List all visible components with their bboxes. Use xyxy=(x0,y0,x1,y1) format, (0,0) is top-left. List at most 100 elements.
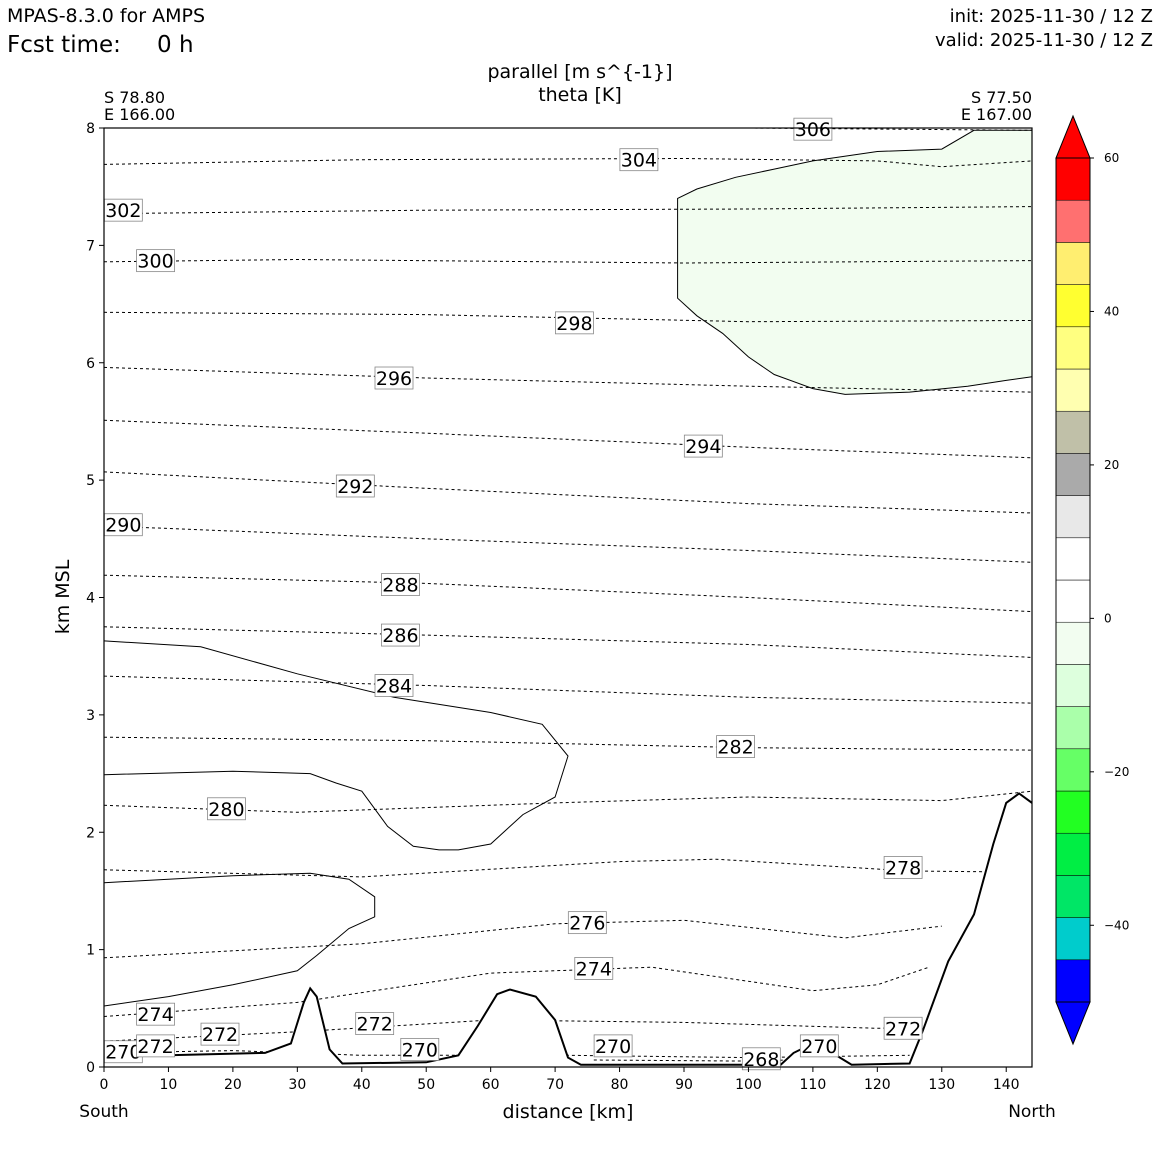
y-tick-label-0: 0 xyxy=(86,1060,95,1076)
theta-label-text: 296 xyxy=(376,368,412,390)
x-tick-label-40: 40 xyxy=(353,1077,371,1093)
theta-label-text: 288 xyxy=(382,575,418,597)
theta-contour-278 xyxy=(104,858,1032,878)
wind-fill-region-2 xyxy=(677,130,1032,395)
colorbar-bin-16 xyxy=(1055,284,1091,328)
x-axis-label: distance [km] xyxy=(503,1101,634,1123)
theta-label-280-0: 280 xyxy=(207,797,246,821)
theta-label-box xyxy=(207,797,246,821)
theta-label-text: 272 xyxy=(357,1014,393,1036)
colorbar-bin-0 xyxy=(1055,959,1091,1003)
theta-label-300-0: 300 xyxy=(136,249,175,273)
chart-title: parallel [m s^{-1}] xyxy=(487,61,672,83)
theta-contour-284 xyxy=(104,675,1032,704)
theta-label-box xyxy=(555,311,594,335)
x-tick-label-110: 110 xyxy=(800,1077,827,1093)
theta-label-272-0: 272 xyxy=(136,1034,175,1058)
theta-label-box xyxy=(200,1022,240,1046)
theta-label-288-0: 288 xyxy=(381,573,420,597)
right-end-lon: E 167.00 xyxy=(961,105,1032,124)
axis-layer: 0 10 20 30 40 50 60 70 80 90 100 110 120 130 140 0 1 2 3 4 5… xyxy=(86,121,1020,1093)
theta-label-302-0: 302 xyxy=(103,198,143,222)
theta-label-text: 306 xyxy=(795,119,831,141)
x-tick-label-30: 30 xyxy=(288,1077,306,1093)
y-tick-label-1: 1 xyxy=(86,943,95,959)
y-tick-label-7: 7 xyxy=(86,238,95,254)
theta-label-text: 284 xyxy=(376,676,412,698)
theta-label-text: 286 xyxy=(382,625,418,647)
theta-label-text: 270 xyxy=(595,1036,631,1058)
x-tick-label-10: 10 xyxy=(160,1077,178,1093)
colorbar-bin-4 xyxy=(1055,790,1091,834)
theta-label-text: 272 xyxy=(137,1036,173,1058)
theta-label-box xyxy=(374,674,414,697)
y-tick-label-6: 6 xyxy=(86,356,95,372)
theta-label-text: 270 xyxy=(402,1039,438,1061)
colorbar-bin-13 xyxy=(1055,410,1091,454)
theta-label-box xyxy=(683,434,723,458)
y-tick-label-8: 8 xyxy=(86,121,95,137)
x-tick-label-20: 20 xyxy=(224,1077,242,1093)
theta-label-268-0: 268 xyxy=(741,1047,781,1071)
theta-label-box xyxy=(136,1034,175,1058)
theta-label-text: 270 xyxy=(105,1042,141,1064)
colorbar-frame xyxy=(1055,157,1091,1003)
theta-label-278-0: 278 xyxy=(883,856,923,879)
theta-label-text: 294 xyxy=(685,436,721,458)
theta-label-box xyxy=(619,148,659,172)
colorbar-tick-label-4: −20 xyxy=(1104,765,1129,779)
south-label: South xyxy=(79,1102,128,1122)
theta-label-text: 302 xyxy=(105,200,141,222)
theta-label-text: 292 xyxy=(337,476,373,498)
theta-label-272-1: 272 xyxy=(200,1022,240,1046)
theta-label-270-1: 270 xyxy=(400,1037,440,1061)
wind-contour-layer xyxy=(104,129,1032,1007)
theta-label-box xyxy=(741,1047,781,1071)
colorbar-bin-15 xyxy=(1055,326,1091,370)
theta-contour-282 xyxy=(104,736,1032,751)
left-end-lon: E 166.00 xyxy=(104,105,175,124)
theta-label-270-3: 270 xyxy=(799,1034,839,1058)
colorbar-bin-18 xyxy=(1055,199,1091,243)
colorbar-bin-6 xyxy=(1055,706,1091,750)
theta-label-304-0: 304 xyxy=(619,148,659,172)
right-end-lat: S 77.50 xyxy=(971,88,1032,107)
x-tick-label-140: 140 xyxy=(993,1077,1020,1093)
colorbar-tick-label-2: 20 xyxy=(1104,458,1119,472)
colorbar-bin-19 xyxy=(1055,157,1091,201)
model-title: MPAS-8.3.0 for AMPS xyxy=(7,5,205,27)
terrain-layer xyxy=(104,792,1032,1067)
x-tick-label-100: 100 xyxy=(735,1077,762,1093)
theta-label-270-0: 270 xyxy=(103,1040,143,1064)
theta-label-text: 282 xyxy=(717,737,753,759)
theta-contour-294 xyxy=(104,419,1032,459)
y-tick-label-3: 3 xyxy=(86,708,95,724)
theta-contour-296 xyxy=(104,366,1032,393)
theta-label-box xyxy=(883,856,923,879)
theta-contour-288 xyxy=(104,574,1032,613)
colorbar-bin-7 xyxy=(1055,664,1091,707)
theta-label-box xyxy=(381,623,420,647)
left-end-lat: S 78.80 xyxy=(104,88,165,107)
theta-label-text: 270 xyxy=(801,1036,837,1058)
colorbar-bin-9 xyxy=(1055,579,1091,623)
x-tick-label-90: 90 xyxy=(675,1077,693,1093)
theta-label-box xyxy=(400,1037,440,1061)
valid-time: valid: 2025-11-30 / 12 Z xyxy=(935,30,1153,51)
colorbar-tick-label-5: −40 xyxy=(1104,918,1129,932)
theta-label-286-0: 286 xyxy=(381,623,420,647)
theta-label-text: 268 xyxy=(743,1049,779,1071)
colorbar-bin-14 xyxy=(1055,368,1091,412)
theta-label-text: 278 xyxy=(885,857,921,879)
theta-label-292-0: 292 xyxy=(335,474,375,498)
north-label: North xyxy=(1008,1102,1056,1122)
y-tick-label-4: 4 xyxy=(86,591,95,607)
theta-label-294-0: 294 xyxy=(683,434,723,458)
theta-label-284-0: 284 xyxy=(374,674,414,698)
theta-label-box xyxy=(716,735,755,758)
colorbar-bin-10 xyxy=(1055,537,1091,581)
theta-label-text: 272 xyxy=(202,1024,238,1046)
colorbar-bin-12 xyxy=(1055,453,1091,496)
x-tick-label-0: 0 xyxy=(100,1077,109,1093)
